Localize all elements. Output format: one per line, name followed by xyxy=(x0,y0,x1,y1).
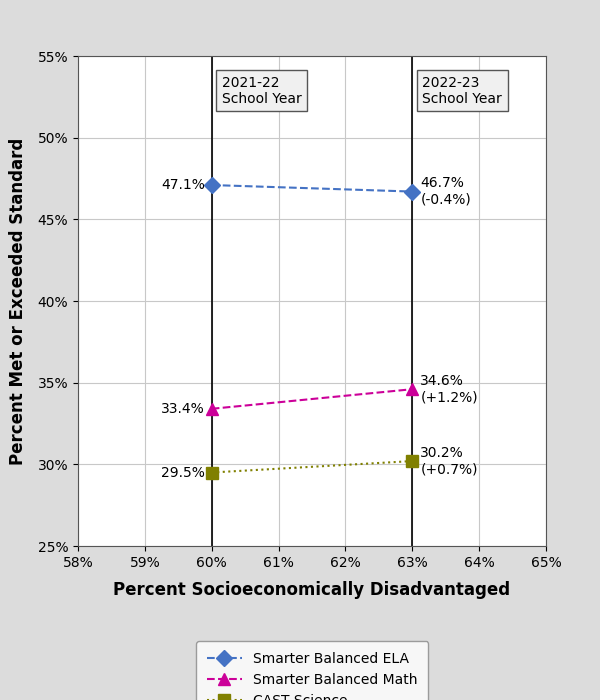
Text: 47.1%: 47.1% xyxy=(161,178,205,192)
Text: 33.4%: 33.4% xyxy=(161,402,205,416)
Text: 46.7%
(-0.4%): 46.7% (-0.4%) xyxy=(421,176,471,206)
Text: 29.5%: 29.5% xyxy=(161,466,205,480)
Text: 2021-22
School Year: 2021-22 School Year xyxy=(222,76,301,106)
Text: 34.6%
(+1.2%): 34.6% (+1.2%) xyxy=(421,374,478,405)
Text: 30.2%
(+0.7%): 30.2% (+0.7%) xyxy=(421,446,478,476)
Legend: Smarter Balanced ELA, Smarter Balanced Math, CAST Science: Smarter Balanced ELA, Smarter Balanced M… xyxy=(196,641,428,700)
Text: 2022-23
School Year: 2022-23 School Year xyxy=(422,76,502,106)
Y-axis label: Percent Met or Exceeded Standard: Percent Met or Exceeded Standard xyxy=(8,137,26,465)
X-axis label: Percent Socioeconomically Disadvantaged: Percent Socioeconomically Disadvantaged xyxy=(113,581,511,598)
